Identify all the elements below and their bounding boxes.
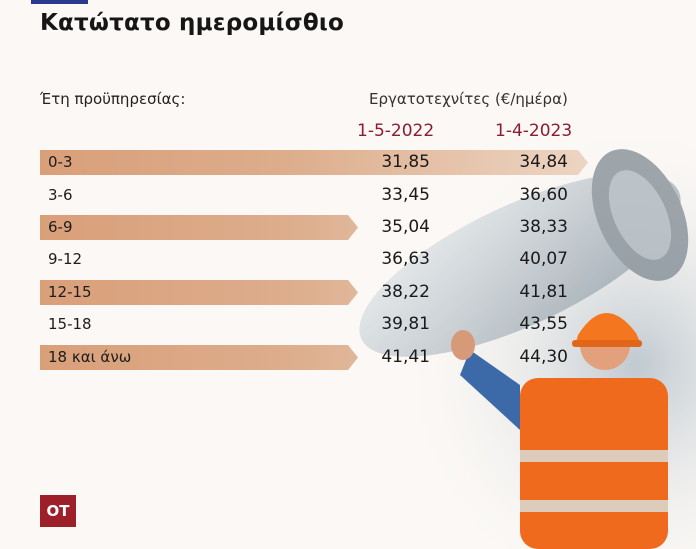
publisher-logo: OT (40, 495, 76, 527)
value-cell: 39,81 (381, 314, 430, 334)
series-header-2: 1-4-2023 (495, 121, 573, 141)
row-label: 0-3 (48, 153, 73, 171)
row-label: 9-12 (48, 250, 83, 268)
value-cell: 40,07 (519, 249, 568, 269)
value-cell: 41,81 (519, 282, 568, 302)
chart-title: Κατώτατο ημερομίσθιο (40, 10, 344, 36)
row-band (40, 345, 358, 370)
series-header-1: 1-5-2022 (357, 121, 435, 141)
table-row: 9-12 36,63 40,07 (40, 247, 600, 272)
value-cell: 31,85 (381, 152, 430, 172)
value-cell: 36,60 (519, 185, 568, 205)
value-cell: 43,55 (519, 314, 568, 334)
value-cell: 38,33 (519, 217, 568, 237)
row-band (40, 150, 588, 175)
value-cell: 36,63 (381, 249, 430, 269)
worker-figure (451, 312, 668, 549)
top-accent-rule (31, 0, 88, 4)
row-band (40, 215, 358, 240)
row-label: 15-18 (48, 315, 92, 333)
value-cell: 44,30 (519, 347, 568, 367)
table-row: 6-9 35,04 38,33 (40, 215, 600, 240)
row-label: 6-9 (48, 218, 73, 236)
pipe-roller-shape (359, 149, 689, 357)
row-label: 12-15 (48, 283, 92, 301)
value-cell: 34,84 (519, 152, 568, 172)
table-row: 18 και άνω 41,41 44,30 (40, 345, 600, 370)
value-cell: 35,04 (381, 217, 430, 237)
category-axis-label: Έτη προϋπηρεσίας: (40, 90, 186, 108)
group-header: Εργατοτεχνίτες (€/ημέρα) (369, 90, 568, 108)
table-row: 15-18 39,81 43,55 (40, 312, 600, 337)
table-row: 3-6 33,45 36,60 (40, 183, 600, 208)
row-label: 18 και άνω (48, 348, 132, 366)
row-band (40, 280, 358, 305)
table-row: 0-3 31,85 34,84 (40, 150, 600, 175)
value-cell: 38,22 (381, 282, 430, 302)
value-cell: 33,45 (381, 185, 430, 205)
value-cell: 41,41 (381, 347, 430, 367)
table-row: 12-15 38,22 41,81 (40, 280, 600, 305)
row-label: 3-6 (48, 186, 73, 204)
